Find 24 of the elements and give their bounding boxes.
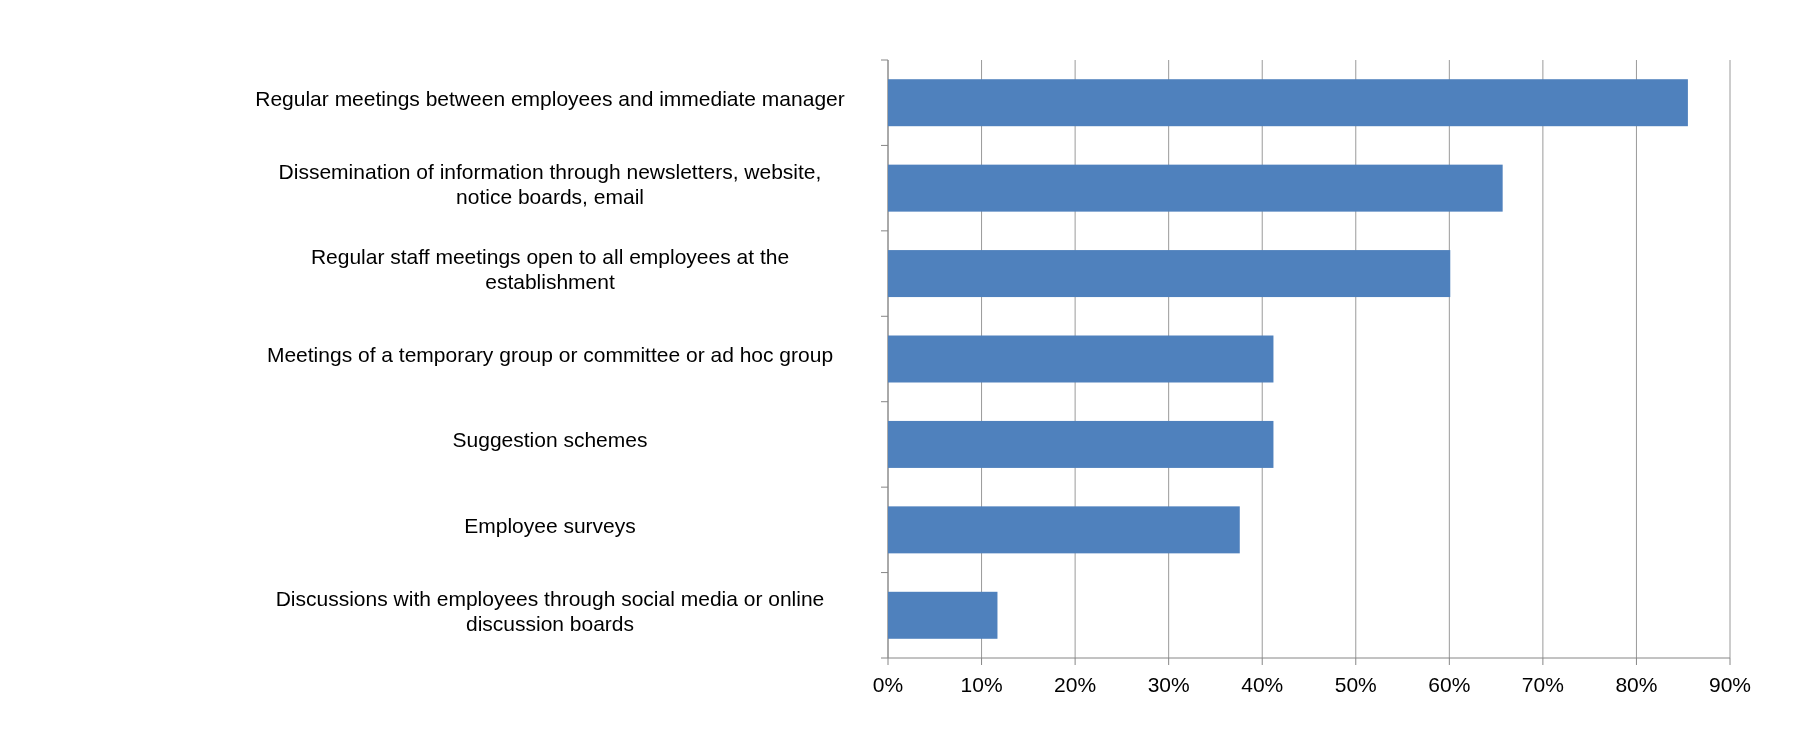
bar xyxy=(888,250,1451,298)
x-tick-label: 30% xyxy=(1147,673,1190,696)
x-tick-label: 20% xyxy=(1054,673,1097,696)
x-tick-label: 90% xyxy=(1708,673,1752,696)
y-tick-label: Regular staff meetings open to all employees at the establishment xyxy=(310,245,790,294)
y-tick-label: Regular meetings between employees and immediate manager xyxy=(255,86,845,110)
x-tick-label: 0% xyxy=(872,673,904,696)
y-tick-label: Dissemination of information through newsletters, website, notice boards, email xyxy=(278,159,822,208)
x-tick-label: 70% xyxy=(1521,673,1564,696)
y-tick-label: Employee surveys xyxy=(464,513,636,537)
bar xyxy=(888,335,1274,383)
x-tick-label: 40% xyxy=(1241,673,1284,696)
x-tick-label: 80% xyxy=(1615,673,1658,696)
bar xyxy=(888,591,998,639)
y-tick-label: Suggestion schemes xyxy=(452,428,648,452)
bar xyxy=(888,506,1240,554)
bar xyxy=(888,164,1503,212)
y-tick-label: Discussions with employees through social media or online discussion boards xyxy=(275,586,825,635)
x-tick-label: 60% xyxy=(1428,673,1471,696)
y-tick-label: Meetings of a temporary group or committee or ad hoc group xyxy=(266,343,834,366)
x-tick-label: 50% xyxy=(1334,673,1377,696)
bar xyxy=(888,79,1688,127)
bar xyxy=(888,420,1274,468)
x-tick-label: 10% xyxy=(960,673,1003,696)
